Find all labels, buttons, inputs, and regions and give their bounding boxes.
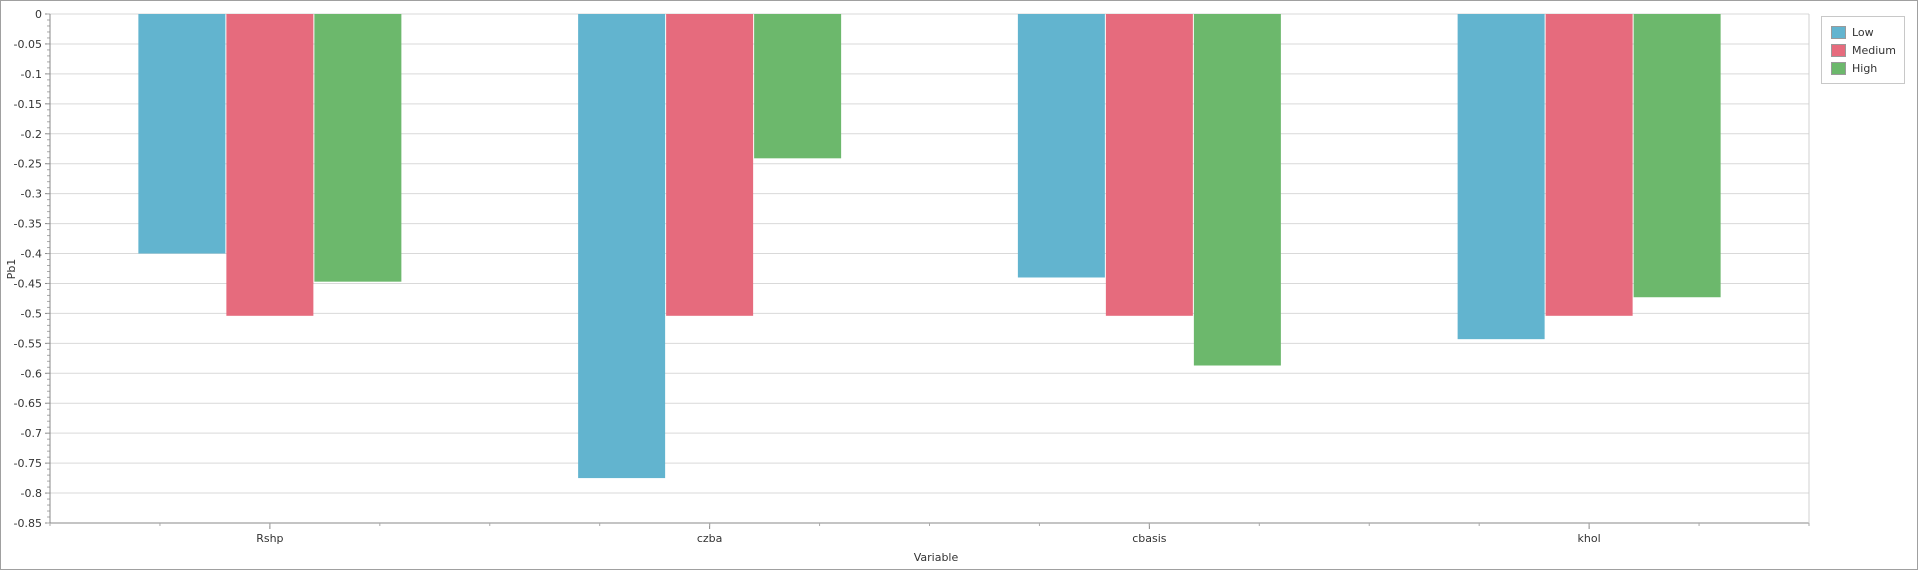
y-tick-label: -0.6 <box>21 367 42 380</box>
bar-low-khol <box>1457 14 1545 340</box>
y-tick-label: -0.65 <box>14 397 42 410</box>
y-tick-label: -0.7 <box>21 427 42 440</box>
y-tick-label: -0.4 <box>21 248 42 261</box>
gridlines <box>50 13 1809 524</box>
legend-label: Medium <box>1852 43 1896 57</box>
y-tick-label: -0.1 <box>21 68 42 81</box>
y-tick-label: -0.2 <box>21 128 42 141</box>
legend-label: Low <box>1852 25 1874 39</box>
legend-swatch <box>1831 61 1846 75</box>
y-axis-title: Pb1 <box>5 259 18 280</box>
y-tick-label: -0.35 <box>14 218 42 231</box>
bar-medium-czba <box>666 14 754 316</box>
axes: 0 -0.05 -0.1 -0.15 -0.2 -0.25 -0.3 -0.35 -0.4 -0.… <box>14 8 1810 545</box>
bar-low-cbasis <box>1017 14 1105 278</box>
bar-low-czba <box>578 14 666 479</box>
legend-item-medium: Medium <box>1831 41 1904 59</box>
y-tick-label: -0.8 <box>21 487 42 500</box>
bar-high-czba <box>754 14 842 159</box>
legend: Low Medium High <box>1821 16 1905 84</box>
bar-high-khol <box>1633 14 1721 298</box>
y-tick-label: 0 <box>35 8 42 21</box>
x-tick-label: czba <box>697 532 723 545</box>
y-tick-label: -0.15 <box>14 98 42 111</box>
bar-medium-cbasis <box>1105 14 1193 316</box>
x-tick-label: khol <box>1578 532 1601 545</box>
y-tick-label: -0.75 <box>14 457 42 470</box>
legend-swatch <box>1831 43 1846 57</box>
legend-swatch <box>1831 25 1846 39</box>
x-tick-label: cbasis <box>1132 532 1167 545</box>
legend-item-low: Low <box>1831 23 1904 41</box>
y-tick-label: -0.55 <box>14 337 42 350</box>
legend-item-high: High <box>1831 59 1904 77</box>
x-tick-label: Rshp <box>256 532 283 545</box>
bar-medium-khol <box>1545 14 1633 316</box>
y-tick-label: -0.45 <box>14 277 42 290</box>
y-tick-label: -0.3 <box>21 188 42 201</box>
y-tick-label: -0.05 <box>14 38 42 51</box>
x-axis-title: Variable <box>914 551 959 564</box>
bar-low-rshp <box>138 14 226 254</box>
y-tick-label: -0.25 <box>14 158 42 171</box>
bar-high-cbasis <box>1193 14 1281 366</box>
bar-medium-rshp <box>226 14 314 316</box>
y-tick-label: -0.85 <box>14 517 42 530</box>
bars <box>138 14 1721 479</box>
legend-label: High <box>1852 61 1878 75</box>
bar-high-rshp <box>314 14 402 282</box>
y-tick-label: -0.5 <box>21 307 42 320</box>
